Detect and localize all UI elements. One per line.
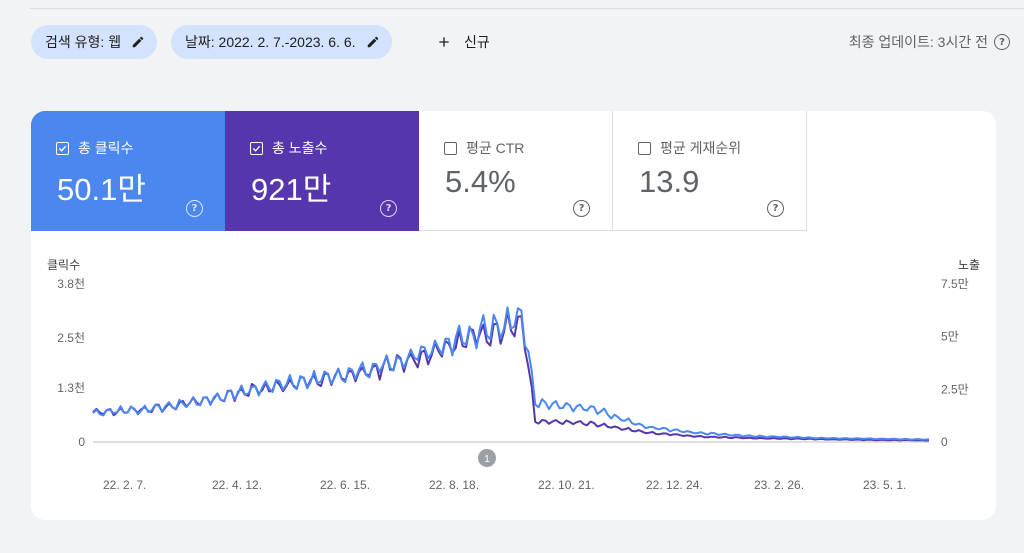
x-tick-label: 23. 5. 1. (863, 478, 906, 492)
metric-label: 평균 게재순위 (660, 140, 742, 156)
metric-tile-ctr[interactable]: 평균 CTR 5.4% ? (419, 111, 613, 231)
left-tick-label: 0 (78, 435, 85, 449)
checkbox-icon[interactable] (638, 141, 651, 155)
performance-chart: 클릭수 노출 3.8천 2.5천 1.3천 0 7.5만 5만 2.5만 0 22. 2. 7. 22… (47, 258, 980, 492)
help-icon[interactable]: ? (573, 200, 590, 217)
right-tick-label: 7.5만 (941, 277, 969, 291)
right-tick-label: 0 (941, 435, 948, 449)
metric-label: 총 클릭수 (78, 140, 134, 156)
last-update-text: 최종 업데이트: 3시간 전 (848, 34, 988, 50)
checkbox-icon[interactable] (250, 141, 263, 155)
annotation-marker-label: 1 (484, 454, 490, 465)
metric-label-row: 총 클릭수 (56, 138, 133, 158)
metric-label-row: 총 노출수 (250, 138, 327, 158)
left-tick-label: 3.8천 (57, 276, 85, 291)
x-tick-label: 22. 8. 18. (429, 478, 479, 492)
series-line-clicks (92, 306, 930, 441)
metric-label: 평균 CTR (466, 140, 525, 156)
left-tick-label: 1.3천 (57, 380, 85, 395)
search-type-label: 검색 유형: 웹 (45, 34, 122, 50)
help-icon[interactable]: ? (186, 200, 203, 217)
x-tick-label: 22. 10. 21. (538, 478, 595, 492)
metric-value: 5.4% (445, 164, 516, 199)
left-tick-label: 2.5천 (57, 330, 85, 345)
right-axis-title: 노출 (958, 258, 980, 272)
right-tick-label: 2.5만 (941, 382, 969, 396)
x-tick-label: 22. 2. 7. (103, 478, 146, 492)
x-tick-label: 23. 2. 26. (754, 478, 804, 492)
metric-tiles: 총 클릭수 50.1만 ? 총 노출수 921만 ? 평균 CTR 5.4% ? (31, 111, 808, 231)
checkbox-icon[interactable] (56, 141, 69, 155)
metric-label: 총 노출수 (272, 140, 328, 156)
metric-value: 921만 (251, 172, 332, 207)
top-divider (30, 8, 1024, 9)
metric-tile-impressions[interactable]: 총 노출수 921만 ? (225, 111, 419, 231)
metric-label-row: 평균 게재순위 (638, 138, 741, 158)
performance-card: 총 클릭수 50.1만 ? 총 노출수 921만 ? 평균 CTR 5.4% ? (31, 111, 996, 520)
new-filter-button[interactable]: 신규 (436, 25, 490, 59)
x-tick-label: 22. 6. 15. (320, 478, 370, 492)
annotation-marker (478, 449, 496, 467)
left-axis-title: 클릭수 (47, 258, 80, 272)
new-filter-label: 신규 (464, 34, 490, 50)
help-icon[interactable]: ? (994, 34, 1010, 50)
series-line-impressions (92, 310, 930, 442)
checkbox-icon[interactable] (444, 141, 457, 155)
pencil-icon (367, 36, 378, 48)
help-icon[interactable]: ? (380, 200, 397, 217)
metric-value: 13.9 (639, 164, 700, 199)
last-update: 최종 업데이트: 3시간 전 ? (849, 25, 1010, 59)
filter-bar: 검색 유형: 웹 날짜: 2022. 2. 7.-2023. 6. 6. 신규 … (31, 25, 1010, 59)
right-tick-label: 5만 (941, 330, 959, 344)
metric-tile-position[interactable]: 평균 게재순위 13.9 ? (613, 111, 807, 231)
pencil-icon (132, 36, 144, 48)
x-tick-label: 22. 12. 24. (646, 478, 703, 492)
metric-label-row: 평균 CTR (444, 138, 524, 158)
date-range-label: 날짜: 2022. 2. 7.-2023. 6. 6. (185, 34, 356, 50)
x-tick-label: 22. 4. 12. (212, 478, 262, 492)
search-type-chip[interactable]: 검색 유형: 웹 (31, 25, 158, 59)
date-range-chip[interactable]: 날짜: 2022. 2. 7.-2023. 6. 6. (171, 25, 392, 59)
plus-icon (439, 37, 449, 47)
metric-tile-clicks[interactable]: 총 클릭수 50.1만 ? (31, 111, 225, 231)
metric-value: 50.1만 (57, 172, 146, 207)
help-icon[interactable]: ? (767, 200, 784, 217)
